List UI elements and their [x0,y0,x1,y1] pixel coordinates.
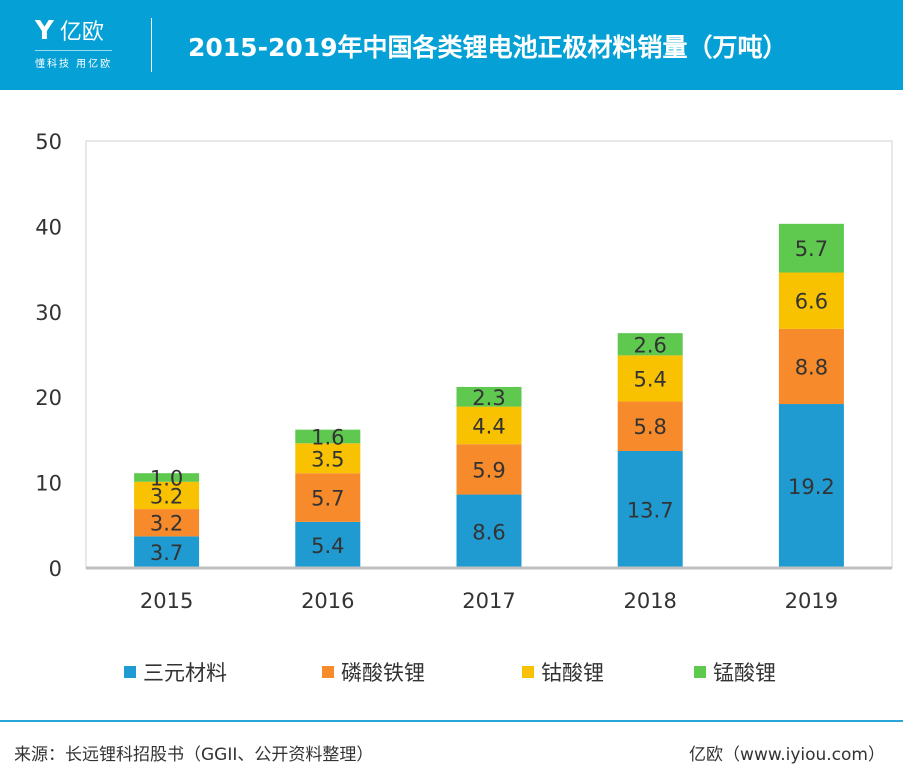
bar-segment [617,401,683,452]
bar-segment [617,355,683,402]
bar-segment [617,451,683,568]
x-tick-label: 2019 [785,589,838,613]
data-label: 5.9 [472,458,505,482]
data-label: 4.4 [472,414,505,438]
x-tick-label: 2017 [462,589,515,613]
legend-swatch [522,666,534,678]
data-label: 2.6 [633,333,666,357]
legend-swatch [124,666,136,678]
data-label: 5.4 [311,534,344,558]
x-tick-label: 2015 [140,589,193,613]
header-divider [151,18,152,72]
data-label: 3.2 [150,484,183,508]
legend-swatch [694,666,706,678]
bar-segment [778,223,844,273]
bar-segment [134,481,200,510]
y-tick-label: 0 [49,557,62,581]
y-tick-label: 50 [35,130,62,154]
y-tick-label: 30 [35,301,62,325]
bar-segment [295,473,361,522]
footer-divider [0,720,903,722]
data-label: 1.0 [150,466,183,490]
chart-title: 2015-2019年中国各类锂电池正极材料销量（万吨） [188,33,788,62]
data-label: 8.6 [472,520,505,544]
bar-segment [134,473,200,482]
data-label: 8.8 [795,355,828,379]
data-label: 2.3 [472,386,505,410]
stacked-bar-chart: 010203040503.73.23.21.020155.45.73.51.62… [35,130,893,685]
header-banner: Y 亿欧 懂科技 用亿欧 2015-2019年中国各类锂电池正极材料销量（万吨） [0,0,903,90]
legend-label: 三元材料 [143,661,227,685]
bar-segment [778,404,844,568]
data-label: 19.2 [788,475,835,499]
bar-segment [617,333,683,356]
credit-note: 亿欧（www.iyiou.com） [689,745,885,765]
logo-mark-icon: Y [35,16,55,46]
bar-segment [778,328,844,405]
y-tick-label: 10 [35,472,62,496]
bar-segment [295,429,361,444]
legend-swatch [322,666,334,678]
data-label: 6.6 [795,290,828,314]
data-label: 3.5 [311,447,344,471]
logo-name: 亿欧 [59,20,104,45]
data-label: 5.7 [311,487,344,511]
data-label: 5.7 [795,237,828,261]
bar-segment [295,521,361,568]
legend-label: 磷酸铁锂 [341,661,425,685]
bar-segment [456,386,522,407]
source-note: 来源：长远锂科招股书（GGII、公开资料整理） [14,745,374,765]
bar-segment [456,406,522,445]
bar-segment [295,443,361,474]
bar-segment [134,536,200,568]
data-label: 5.8 [633,415,666,439]
data-label: 5.4 [633,367,666,391]
bar-segment [778,272,844,329]
data-label: 3.7 [150,541,183,565]
data-label: 3.2 [150,512,183,536]
legend-label: 钴酸锂 [541,661,604,685]
logo-slogan: 懂科技 用亿欧 [35,50,113,70]
y-tick-label: 40 [35,215,62,239]
x-tick-label: 2018 [623,589,676,613]
logo: Y 亿欧 懂科技 用亿欧 [35,14,113,70]
bar-segment [134,509,200,537]
y-tick-label: 20 [35,386,62,410]
bar-segment [456,494,522,568]
legend-label: 锰酸锂 [713,661,776,685]
x-tick-label: 2016 [301,589,354,613]
data-label: 1.6 [311,425,344,449]
bar-segment [456,444,522,495]
data-label: 13.7 [627,499,674,523]
